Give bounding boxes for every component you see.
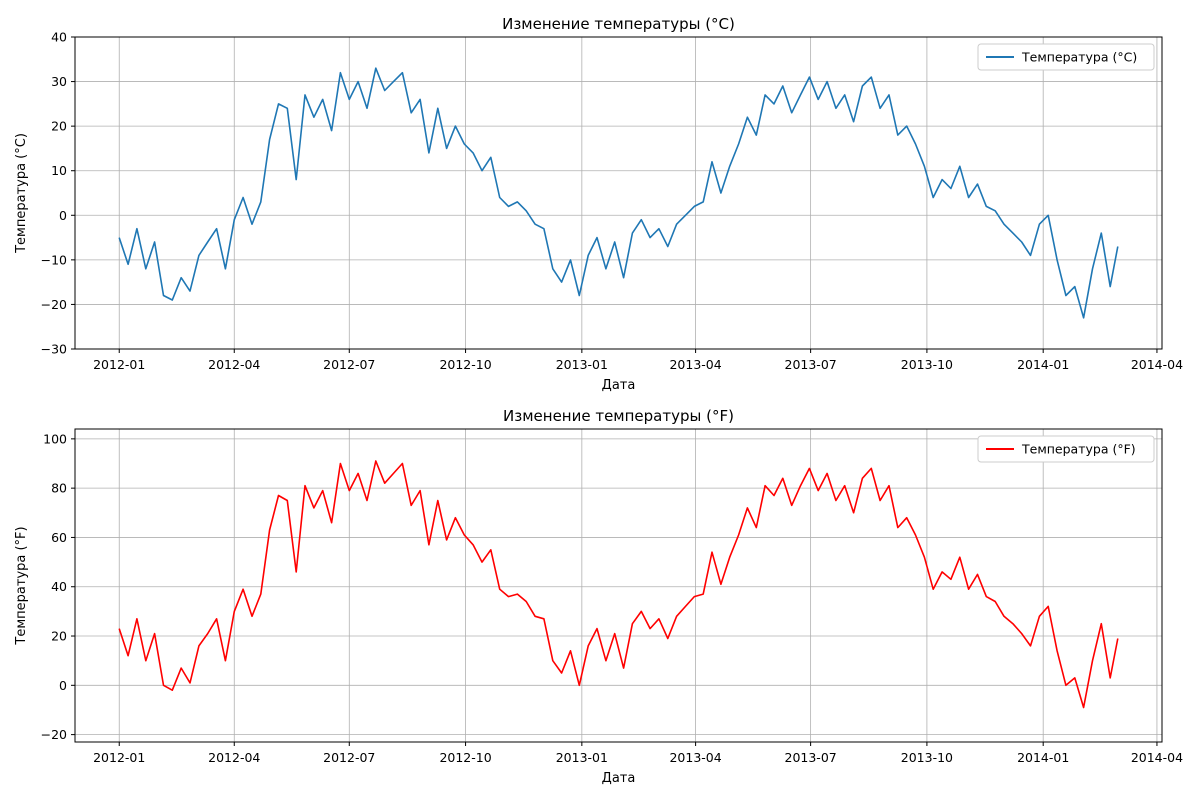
fahrenheit-x-ticks: 2012-01 2012-04 2012-07 2012-10 2013-01 2013-… <box>93 742 1183 765</box>
fahrenheit-y-tick-label: 60 <box>51 530 67 545</box>
fahrenheit-y-tick-label: 20 <box>51 629 67 644</box>
celsius-x-tick-label: 2013-10 <box>901 357 953 372</box>
celsius-x-axis-label: Дата <box>602 378 636 393</box>
celsius-y-axis-label: Температура (°C) <box>14 133 29 254</box>
celsius-x-tick-label: 2013-01 <box>556 357 608 372</box>
celsius-legend: Температура (°C) <box>977 43 1155 71</box>
fahrenheit-x-tick-label: 2012-04 <box>208 750 260 765</box>
celsius-y-tick-label: 0 <box>59 208 67 223</box>
fahrenheit-x-tick-label: 2013-01 <box>556 750 608 765</box>
celsius-x-tick-label: 2013-04 <box>669 357 721 372</box>
celsius-y-tick-label: −20 <box>41 297 67 312</box>
celsius-x-tick-label: 2012-07 <box>323 357 375 372</box>
celsius-x-tick-label: 2012-01 <box>93 357 145 372</box>
fahrenheit-y-tick-label: 40 <box>51 579 67 594</box>
celsius-y-ticks: −30 −20 −10 0 10 20 30 40 <box>41 30 75 357</box>
fahrenheit-y-tick-label: −20 <box>41 727 67 742</box>
celsius-chart-title: Изменение температуры (°C) <box>502 15 735 33</box>
celsius-x-tick-label: 2014-01 <box>1017 357 1069 372</box>
fahrenheit-y-tick-label: 80 <box>51 481 67 496</box>
fahrenheit-x-tick-label: 2012-01 <box>93 750 145 765</box>
celsius-x-tick-label: 2012-10 <box>439 357 491 372</box>
fahrenheit-y-ticks: −20 0 20 40 60 80 100 <box>41 431 75 742</box>
fahrenheit-y-tick-label: 0 <box>59 678 67 693</box>
fahrenheit-x-axis-label: Дата <box>602 771 636 786</box>
celsius-x-tick-label: 2012-04 <box>208 357 260 372</box>
fahrenheit-y-axis-label: Температура (°F) <box>14 526 29 645</box>
fahrenheit-plot-area <box>118 460 1119 709</box>
fahrenheit-x-tick-label: 2013-07 <box>785 750 837 765</box>
fahrenheit-grid <box>75 429 1162 742</box>
fahrenheit-legend-label: Температура (°F) <box>1021 442 1136 457</box>
celsius-x-tick-label: 2014-04 <box>1131 357 1183 372</box>
fahrenheit-x-tick-label: 2013-10 <box>901 750 953 765</box>
celsius-legend-box <box>977 43 1155 71</box>
fahrenheit-chart: 2012-01 2012-04 2012-07 2012-10 2013-01 2013-… <box>14 407 1183 786</box>
celsius-x-ticks: 2012-01 2012-04 2012-07 2012-10 2013-01 2013-… <box>93 349 1183 372</box>
fahrenheit-axes-frame <box>74 428 1163 743</box>
celsius-axes-frame <box>74 36 1163 350</box>
celsius-x-tick-label: 2013-07 <box>785 357 837 372</box>
fahrenheit-x-tick-label: 2013-04 <box>669 750 721 765</box>
fahrenheit-x-tick-label: 2014-01 <box>1017 750 1069 765</box>
fahrenheit-series-line <box>118 460 1119 709</box>
celsius-y-tick-label: 30 <box>51 74 67 89</box>
celsius-legend-label: Температура (°C) <box>1021 50 1137 65</box>
fahrenheit-legend: Температура (°F) <box>977 435 1155 463</box>
celsius-series-line <box>118 67 1119 319</box>
celsius-y-tick-label: 40 <box>51 30 67 45</box>
fahrenheit-chart-title: Изменение температуры (°F) <box>503 407 734 425</box>
fahrenheit-legend-box <box>977 435 1155 463</box>
fahrenheit-x-tick-label: 2012-07 <box>323 750 375 765</box>
fahrenheit-y-tick-label: 100 <box>43 431 67 446</box>
celsius-plot-area <box>118 67 1119 319</box>
fahrenheit-x-tick-label: 2012-10 <box>439 750 491 765</box>
celsius-y-tick-label: 10 <box>51 163 67 178</box>
celsius-y-tick-label: 20 <box>51 119 67 134</box>
celsius-chart: 2012-01 2012-04 2012-07 2012-10 2013-01 2013-… <box>14 15 1183 393</box>
celsius-y-tick-label: −30 <box>41 342 67 357</box>
fahrenheit-x-tick-label: 2014-04 <box>1131 750 1183 765</box>
celsius-y-tick-label: −10 <box>41 252 67 267</box>
